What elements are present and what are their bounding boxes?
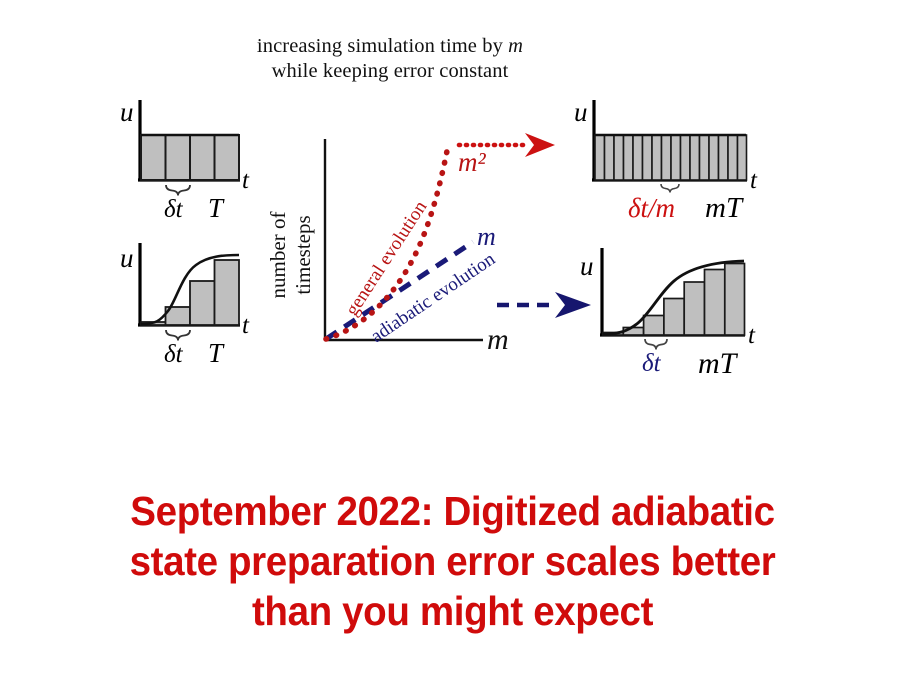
x-axis-label: t bbox=[242, 167, 250, 194]
bar bbox=[641, 134, 653, 181]
bar bbox=[679, 134, 691, 181]
timestep-label: δt bbox=[164, 341, 184, 368]
bar bbox=[660, 134, 672, 181]
series-general-line bbox=[323, 148, 450, 342]
chart-x-axis-label: m bbox=[487, 323, 509, 356]
bar bbox=[613, 134, 625, 181]
headline-line-1: September 2022: Digitized adiabatic bbox=[130, 488, 775, 534]
bar bbox=[708, 134, 720, 181]
figure-diagram: u t δt T u t δt bbox=[0, 95, 905, 395]
bar bbox=[689, 134, 701, 181]
chart-y-axis-label: number of timesteps bbox=[266, 212, 315, 299]
duration-label: T bbox=[208, 193, 225, 223]
timestep-brace bbox=[165, 184, 191, 196]
series-adiabatic-line bbox=[324, 239, 475, 342]
bar bbox=[603, 134, 615, 181]
panel-adiabatic-evolution-coarse: u t δt T bbox=[108, 235, 278, 368]
chart-y-axis-label-line1: number of bbox=[266, 212, 290, 299]
bar bbox=[632, 134, 644, 181]
bar bbox=[189, 134, 216, 181]
bar bbox=[642, 314, 665, 336]
bar bbox=[213, 134, 240, 181]
panel-adiabatic-evolution-fine: u t δt mT bbox=[570, 243, 820, 380]
chart-y-axis-label-line2: timesteps bbox=[291, 215, 315, 294]
timestep-label: δt bbox=[642, 350, 662, 377]
timestep-brace bbox=[660, 183, 680, 193]
y-axis-label: u bbox=[120, 243, 134, 273]
bar bbox=[140, 134, 167, 181]
bar bbox=[651, 134, 663, 181]
bar bbox=[683, 281, 706, 336]
bar bbox=[703, 268, 726, 336]
y-axis-label: u bbox=[580, 251, 594, 281]
bar bbox=[698, 134, 710, 181]
bar-group bbox=[602, 262, 746, 336]
bar bbox=[622, 134, 634, 181]
panel-scaling-plot: number of timesteps m general evolution … bbox=[255, 105, 515, 370]
series-general-scaling-label: m² bbox=[458, 147, 486, 177]
top-caption: increasing simulation time by m while ke… bbox=[0, 34, 780, 84]
arrow-head bbox=[525, 133, 555, 157]
bar-group bbox=[140, 134, 240, 181]
x-axis-label: t bbox=[242, 312, 250, 339]
panel-flat-evolution-fine: u t δt/m mT bbox=[562, 95, 812, 230]
x-axis-label: t bbox=[748, 322, 756, 349]
y-axis-label: u bbox=[574, 97, 588, 127]
headline: September 2022: Digitized adiabatic stat… bbox=[35, 486, 871, 636]
top-caption-variable-m: m bbox=[508, 35, 524, 57]
bar bbox=[594, 134, 606, 181]
duration-label: T bbox=[208, 338, 225, 368]
bar bbox=[736, 134, 748, 181]
top-caption-line-1-text: increasing simulation time by bbox=[256, 35, 509, 57]
timestep-label: δt bbox=[164, 196, 184, 223]
timestep-label: δt/m bbox=[628, 193, 675, 223]
evolution-curve bbox=[602, 259, 745, 336]
x-axis-label: t bbox=[750, 167, 758, 194]
arrow-adiabatic-evolution bbox=[495, 285, 600, 325]
bar bbox=[670, 134, 682, 181]
evolution-curve bbox=[140, 253, 240, 326]
bar bbox=[727, 134, 739, 181]
panel-flat-evolution-coarse: u t δt T bbox=[108, 95, 278, 223]
bar bbox=[164, 134, 191, 181]
duration-label: mT bbox=[698, 347, 739, 380]
headline-line-3: than you might expect bbox=[251, 588, 654, 634]
bar-group bbox=[594, 134, 748, 181]
arrow-head bbox=[555, 292, 591, 318]
bar bbox=[663, 297, 686, 336]
duration-label: mT bbox=[705, 192, 744, 224]
series-adiabatic-scaling-label: m bbox=[477, 222, 496, 251]
headline-line-2: state preparation error scales better bbox=[129, 538, 776, 584]
timestep-brace bbox=[644, 338, 668, 350]
top-caption-line-2: while keeping error constant bbox=[271, 60, 509, 82]
timestep-brace bbox=[165, 329, 191, 341]
bar bbox=[723, 262, 746, 336]
y-axis-label: u bbox=[120, 97, 134, 127]
bar bbox=[189, 280, 216, 326]
arrow-general-evolution bbox=[455, 125, 565, 165]
bar bbox=[213, 259, 240, 326]
top-caption-line-1: increasing simulation time by m bbox=[0, 34, 780, 59]
bar bbox=[717, 134, 729, 181]
